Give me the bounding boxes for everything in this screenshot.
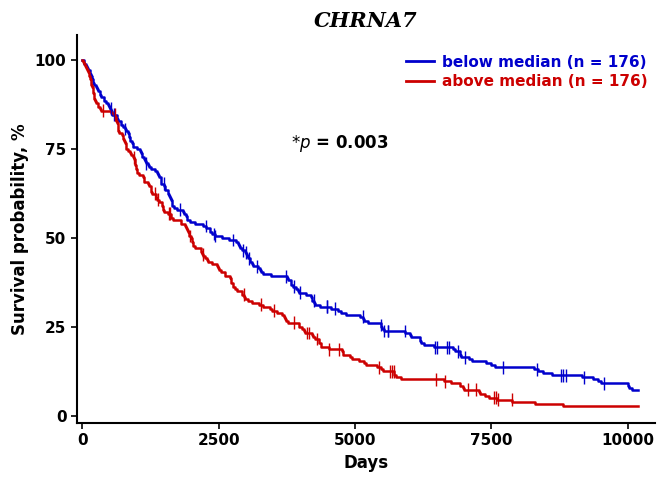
Title: CHRNA7: CHRNA7 [314, 11, 418, 31]
Legend: below median (n = 176), above median (n = 176): below median (n = 176), above median (n … [406, 55, 647, 89]
Text: $*p$ = 0.003: $*p$ = 0.003 [291, 133, 388, 155]
Y-axis label: Survival probability, %: Survival probability, % [11, 123, 29, 335]
X-axis label: Days: Days [343, 454, 388, 472]
